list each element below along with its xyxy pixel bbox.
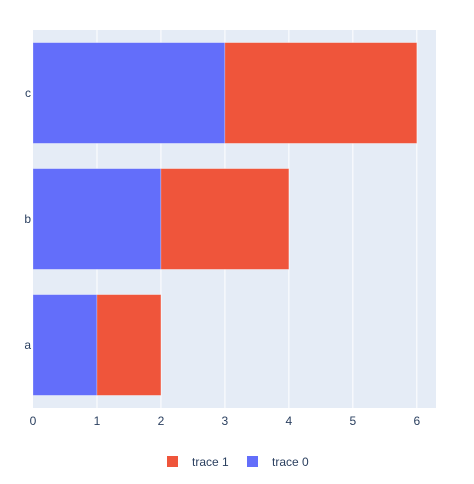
y-axis-categories: a b c [24,86,31,352]
y-category-label-a: a [24,338,31,352]
bar-b-series-0[interactable] [32,168,162,270]
bar-b-series-1[interactable] [160,168,290,270]
bar-c-series-0[interactable] [32,42,226,144]
y-category-label-c: c [25,86,31,100]
legend-swatch [247,456,258,467]
legend-swatch [167,456,178,467]
legend: trace 1 trace 0 [167,455,309,469]
y-category-label-b: b [24,212,31,226]
legend-label: trace 0 [272,455,309,469]
legend-item-trace-0[interactable]: trace 0 [247,455,309,469]
x-tick-label-6: 6 [413,414,420,428]
x-tick-label-3: 3 [222,414,229,428]
legend-label: trace 1 [192,455,229,469]
x-tick-label-0: 0 [30,414,37,428]
bars [32,42,418,396]
x-axis-ticks: 0 1 2 3 4 5 6 [30,414,421,428]
x-tick-label-2: 2 [158,414,165,428]
bar-a-series-1[interactable] [96,294,162,396]
legend-item-trace-1[interactable]: trace 1 [167,455,229,469]
bar-a-series-0[interactable] [32,294,98,396]
x-tick-label-5: 5 [349,414,356,428]
bar-c-series-1[interactable] [224,42,418,144]
x-tick-label-1: 1 [94,414,101,428]
x-tick-label-4: 4 [286,414,293,428]
